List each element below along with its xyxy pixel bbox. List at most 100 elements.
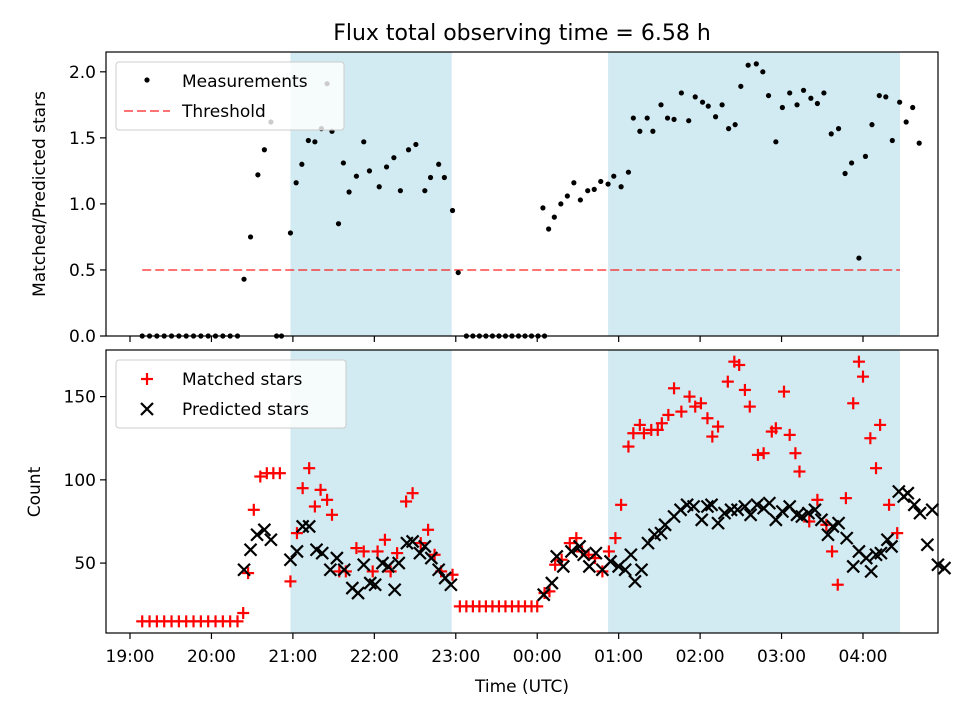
predicted-star-point	[884, 539, 899, 554]
matched-star-point	[701, 412, 714, 425]
predicted-star-point	[250, 528, 264, 542]
top-y-tick-label: 1.0	[69, 195, 96, 215]
predicted-star-point	[925, 503, 940, 517]
predicted-star-point	[846, 559, 861, 574]
predicted-star-point	[743, 508, 758, 522]
predicted-star-point	[611, 559, 626, 574]
predicted-star-point	[711, 516, 725, 530]
measurement-point	[455, 269, 461, 276]
bottom-legend: Matched stars Predicted stars	[115, 359, 347, 429]
predicted-star-point	[556, 559, 571, 574]
matched-star-point	[870, 462, 883, 475]
x-tick-label: 04:00	[839, 647, 888, 667]
predicted-star-point	[603, 554, 618, 569]
bottom-legend-box	[115, 359, 347, 429]
top-y-tick-label: 0.5	[69, 261, 96, 281]
measurement-point	[658, 102, 664, 108]
measurement-point	[779, 104, 785, 111]
measurement-point	[678, 90, 684, 96]
measurement-point	[427, 174, 434, 181]
matched-star-point	[712, 420, 725, 433]
matched-stars-points	[136, 355, 904, 628]
measurement-point	[671, 116, 677, 122]
matched-star-point	[655, 417, 668, 430]
matched-star-point	[543, 585, 556, 598]
predicted-star-point	[582, 559, 597, 574]
predicted-star-point	[536, 587, 551, 602]
predicted-star-point	[323, 562, 338, 577]
matched-star-point	[847, 397, 860, 410]
measurement-point	[800, 87, 807, 93]
matched-star-point	[852, 355, 865, 368]
matched-star-point	[662, 408, 675, 421]
bottom-shaded-regions	[290, 350, 900, 633]
matched-star-point	[826, 545, 839, 558]
x-tick-label: 23:00	[431, 647, 480, 667]
measurement-point	[335, 221, 342, 227]
matched-star-point	[675, 405, 688, 418]
matched-star-point	[371, 545, 384, 558]
top-x-ticks	[129, 336, 864, 342]
bottom-y-tick-label: 150	[64, 388, 96, 408]
predicted-star-point	[418, 539, 432, 554]
predicted-star-point	[628, 574, 642, 589]
predicted-star-point	[821, 528, 835, 542]
predicted-star-point	[859, 551, 874, 565]
measurement-point	[405, 147, 412, 153]
measurement-point	[903, 119, 909, 125]
predicted-star-point	[738, 499, 752, 514]
predicted-star-point	[864, 564, 878, 579]
measurement-point	[287, 230, 294, 236]
matched-star-point	[694, 397, 707, 410]
measurement-point	[787, 90, 793, 96]
measurement-point	[745, 62, 751, 68]
predicted-star-point	[589, 546, 603, 560]
matched-star-point	[273, 467, 286, 480]
measurement-point	[261, 147, 267, 153]
x-tick-label: 22:00	[350, 647, 399, 667]
matched-star-point	[637, 427, 650, 440]
predicted-star-point	[405, 534, 420, 549]
matched-star-point	[803, 515, 816, 528]
predicted-star-point	[237, 562, 251, 577]
measurement-point	[828, 131, 834, 137]
predicted-star-point	[641, 536, 655, 550]
legend-measurements-marker	[144, 77, 150, 83]
x-tick-label: 02:00	[676, 647, 725, 667]
top-y-ticks: 0.0 0.5 1.0 1.5 2.0	[69, 63, 106, 347]
predicted-star-point	[700, 499, 715, 514]
predicted-star-point	[801, 506, 816, 520]
top-y-axis-label: Matched/Predicted stars	[30, 91, 50, 297]
measurement-point	[773, 139, 779, 145]
predicted-star-point	[907, 498, 922, 512]
measurement-point	[726, 126, 732, 132]
predicted-star-point	[572, 539, 587, 554]
predicted-star-point	[795, 509, 809, 524]
matched-star-point	[378, 533, 391, 546]
matched-star-point	[789, 447, 802, 460]
predicted-star-point	[387, 582, 402, 597]
x-tick-label: 03:00	[757, 647, 806, 667]
measurement-point	[577, 197, 583, 203]
matched-star-point	[531, 600, 544, 613]
measurement-point	[241, 276, 247, 282]
measurement-point	[618, 184, 624, 190]
measurement-point	[637, 128, 643, 134]
measurement-point	[738, 83, 744, 89]
predicted-star-point	[769, 513, 783, 527]
predicted-star-point	[624, 547, 638, 562]
measurement-point	[558, 201, 564, 207]
matched-star-point	[831, 578, 844, 591]
measurement-point	[551, 214, 557, 220]
matched-star-point	[609, 532, 622, 545]
matched-star-point	[757, 447, 770, 460]
matched-star-point	[308, 500, 321, 513]
measurement-point	[712, 114, 719, 120]
measurement-point	[312, 139, 318, 145]
measurement-point	[842, 170, 848, 177]
matched-star-point	[622, 440, 635, 453]
bottom-y-tick-label: 50	[74, 554, 96, 574]
predicted-star-point	[264, 532, 278, 547]
measurement-point	[611, 173, 617, 179]
matched-star-point	[321, 493, 334, 506]
